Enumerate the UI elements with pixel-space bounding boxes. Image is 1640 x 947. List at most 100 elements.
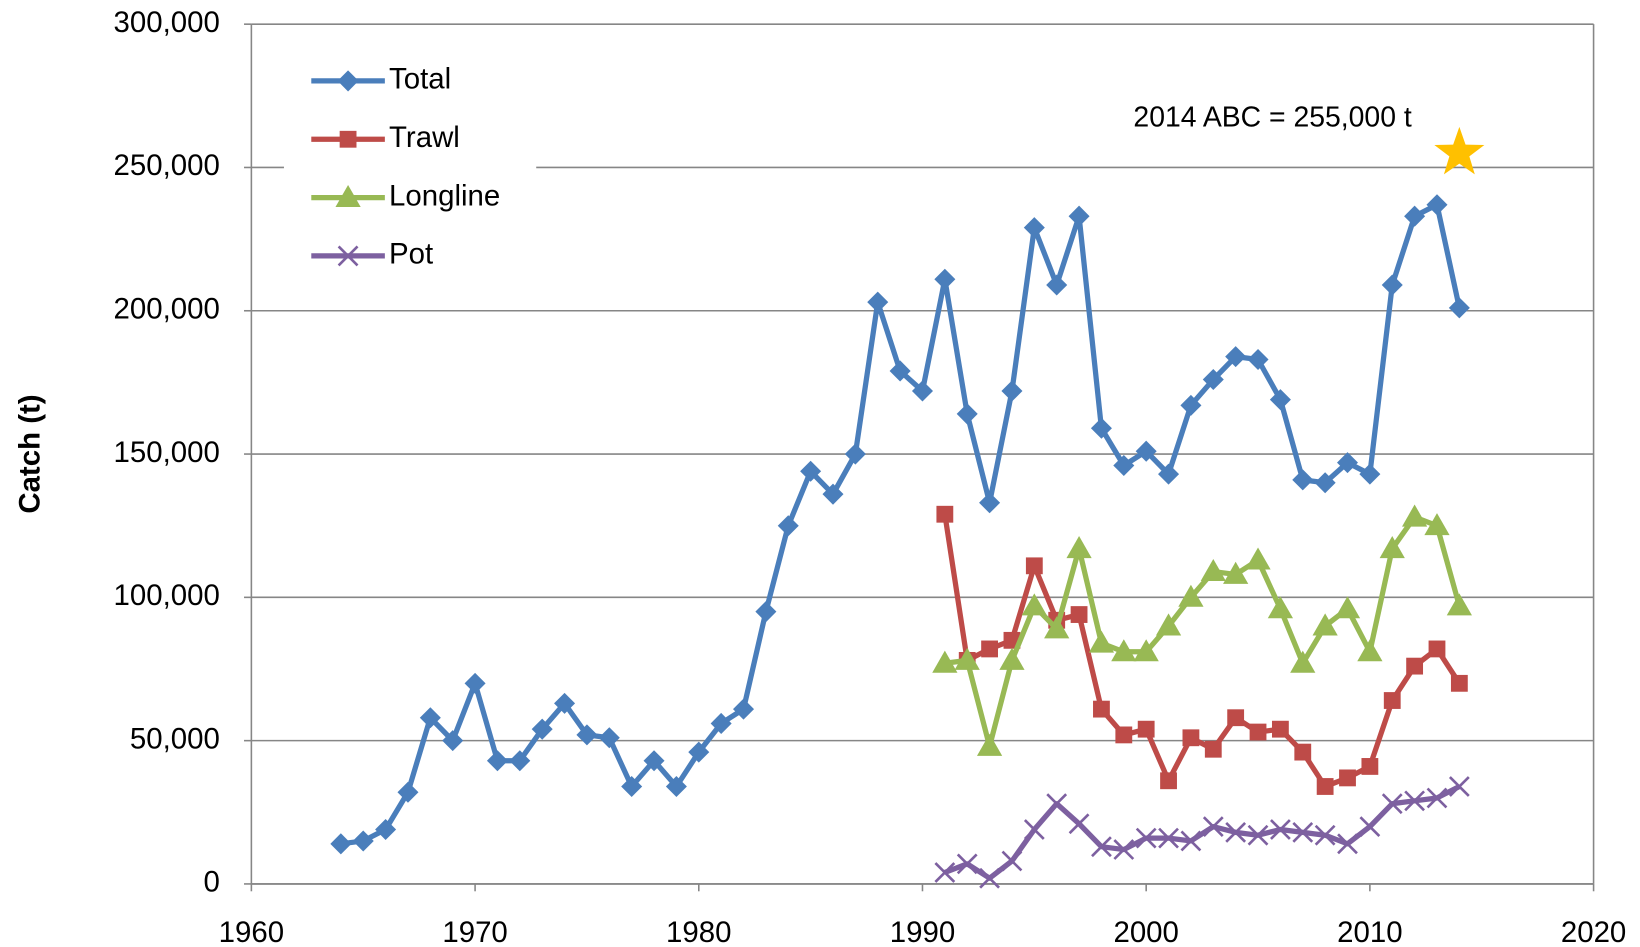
marker: [1070, 606, 1088, 623]
marker: [1269, 389, 1291, 411]
marker: [1160, 772, 1177, 790]
legend: Total Trawl Longline Pot: [283, 47, 537, 290]
marker: [1247, 348, 1269, 370]
marker: [1359, 463, 1381, 485]
marker: [1155, 613, 1182, 636]
series-line: [943, 784, 1461, 881]
marker: [1292, 469, 1314, 491]
marker: [936, 505, 954, 523]
y-tick-label: 250,000: [114, 149, 220, 182]
marker: [934, 268, 956, 290]
marker: [1111, 639, 1137, 662]
marker: [1336, 452, 1359, 474]
marker: [1426, 194, 1448, 216]
marker: [1271, 720, 1289, 738]
x-tick-label: 2020: [1561, 916, 1626, 947]
marker: [1448, 776, 1470, 797]
annotation: 2014 ABC = 255,000 t: [1133, 101, 1411, 133]
marker: [1023, 819, 1045, 840]
marker: [1068, 813, 1090, 835]
marker: [1021, 593, 1047, 616]
marker: [1023, 217, 1045, 239]
legend-label: Longline: [389, 179, 500, 212]
marker: [911, 380, 933, 402]
marker: [1091, 836, 1112, 858]
marker: [1204, 740, 1222, 758]
marker: [1115, 726, 1133, 744]
marker: [1182, 729, 1200, 747]
marker: [1270, 819, 1291, 840]
marker: [1158, 827, 1179, 849]
marker: [956, 853, 978, 875]
y-tick-label: 150,000: [114, 436, 220, 469]
marker: [1424, 513, 1450, 536]
legend-background: [283, 47, 537, 290]
marker: [1225, 821, 1247, 843]
marker: [800, 460, 822, 482]
marker: [1314, 472, 1336, 494]
legend-label: Trawl: [389, 121, 460, 154]
marker: [755, 601, 777, 623]
marker: [733, 698, 755, 720]
marker: [976, 733, 1003, 756]
marker: [1316, 778, 1334, 795]
marker: [1361, 758, 1379, 775]
marker: [1001, 850, 1023, 872]
marker: [1290, 650, 1316, 673]
marker: [1312, 613, 1338, 636]
marker: [576, 724, 598, 746]
marker: [1200, 558, 1226, 582]
marker: [621, 775, 643, 798]
marker: [1404, 205, 1426, 227]
marker: [1406, 657, 1424, 675]
marker: [1337, 833, 1358, 855]
x-tick-label: 1970: [442, 916, 507, 947]
marker: [1178, 584, 1204, 607]
marker: [1001, 380, 1023, 402]
x-tick-label: 2010: [1337, 916, 1402, 947]
marker: [710, 712, 732, 734]
marker: [932, 650, 958, 673]
legend-label: Pot: [389, 238, 433, 271]
abc-star: [1434, 126, 1485, 175]
marker: [1180, 830, 1202, 852]
marker: [688, 741, 710, 763]
marker: [1428, 640, 1446, 658]
marker: [1267, 596, 1294, 619]
marker: [1066, 536, 1092, 559]
marker: [1379, 536, 1405, 559]
marker: [1339, 769, 1356, 787]
marker: [1093, 700, 1110, 718]
marker: [554, 692, 576, 714]
marker: [352, 830, 374, 852]
legend-label: Total: [389, 63, 451, 96]
marker: [1294, 743, 1312, 761]
marker: [1448, 297, 1470, 319]
marker: [981, 640, 998, 658]
y-tick-label: 0: [203, 866, 219, 899]
marker: [1446, 593, 1472, 616]
marker: [1245, 547, 1271, 570]
marker: [1227, 709, 1245, 727]
marker: [954, 647, 980, 670]
marker: [1357, 639, 1383, 662]
marker: [339, 130, 357, 148]
marker: [1249, 723, 1267, 741]
x-tick-label: 2000: [1113, 916, 1178, 947]
x-tick-label: 1980: [666, 916, 731, 947]
marker: [867, 291, 889, 313]
marker: [1247, 824, 1269, 846]
marker: [330, 833, 352, 855]
marker: [1404, 790, 1426, 812]
series-line: [944, 514, 1462, 750]
marker: [337, 70, 359, 92]
marker: [337, 245, 359, 267]
marker: [598, 727, 620, 749]
marker: [979, 867, 1000, 889]
marker: [1180, 394, 1202, 416]
series-line: [942, 513, 1462, 790]
marker: [1292, 821, 1314, 843]
marker: [335, 184, 361, 208]
